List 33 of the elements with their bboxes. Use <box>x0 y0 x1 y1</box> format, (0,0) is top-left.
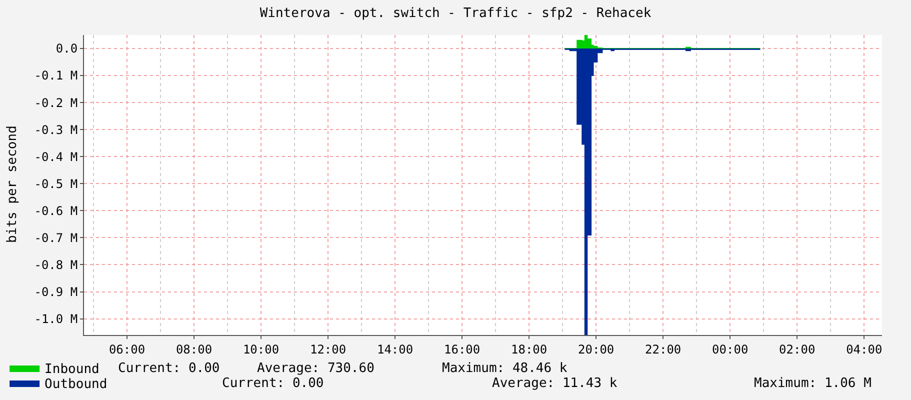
x-tick-label: 18:00 <box>511 342 548 356</box>
y-tick-label: -0.2 M <box>34 96 78 110</box>
text: Average: 11.43 k <box>492 376 618 391</box>
text: Maximum: 48.46 k <box>442 361 568 376</box>
x-tick-label: 00:00 <box>712 342 748 356</box>
legend-label: Inbound <box>44 362 100 378</box>
x-tick-label: 22:00 <box>645 342 682 356</box>
legend-label: Outbound <box>44 377 108 392</box>
y-tick-label: -0.7 M <box>34 230 78 245</box>
text: Current: 0.00 <box>222 376 324 391</box>
chart-title: Winterova - opt. switch - Traffic - sfp2 - Rehacek <box>260 6 652 22</box>
x-tick-label: 20:00 <box>578 342 614 356</box>
y-tick-label: -0.5 M <box>34 176 78 191</box>
x-tick-label: 16:00 <box>444 342 480 356</box>
y-tick-label: -0.3 M <box>34 122 78 137</box>
y-tick-label: -0.1 M <box>34 68 78 83</box>
y-tick-label: 0.0 <box>56 42 78 56</box>
y-tick-label: -1.0 M <box>34 312 78 326</box>
text: Current: 0.00 <box>118 361 220 376</box>
text: Maximum: 1.06 M <box>754 376 872 391</box>
y-tick-label: -0.9 M <box>34 284 78 299</box>
x-tick-label: 06:00 <box>108 342 146 356</box>
x-tick-label: 08:00 <box>176 342 212 356</box>
x-tick-label: 02:00 <box>779 342 816 356</box>
y-tick-label: -0.6 M <box>34 204 78 218</box>
x-tick-label: 14:00 <box>376 342 414 356</box>
text: Average: 730.60 <box>257 361 374 376</box>
y-tick-label: -0.4 M <box>34 150 78 164</box>
x-tick-label: 12:00 <box>310 342 346 356</box>
x-tick-label: 04:00 <box>846 342 882 356</box>
y-tick-label: -0.8 M <box>34 258 78 272</box>
y-axis-title: bits per second <box>5 126 20 243</box>
x-tick-label: 10:00 <box>242 342 280 356</box>
